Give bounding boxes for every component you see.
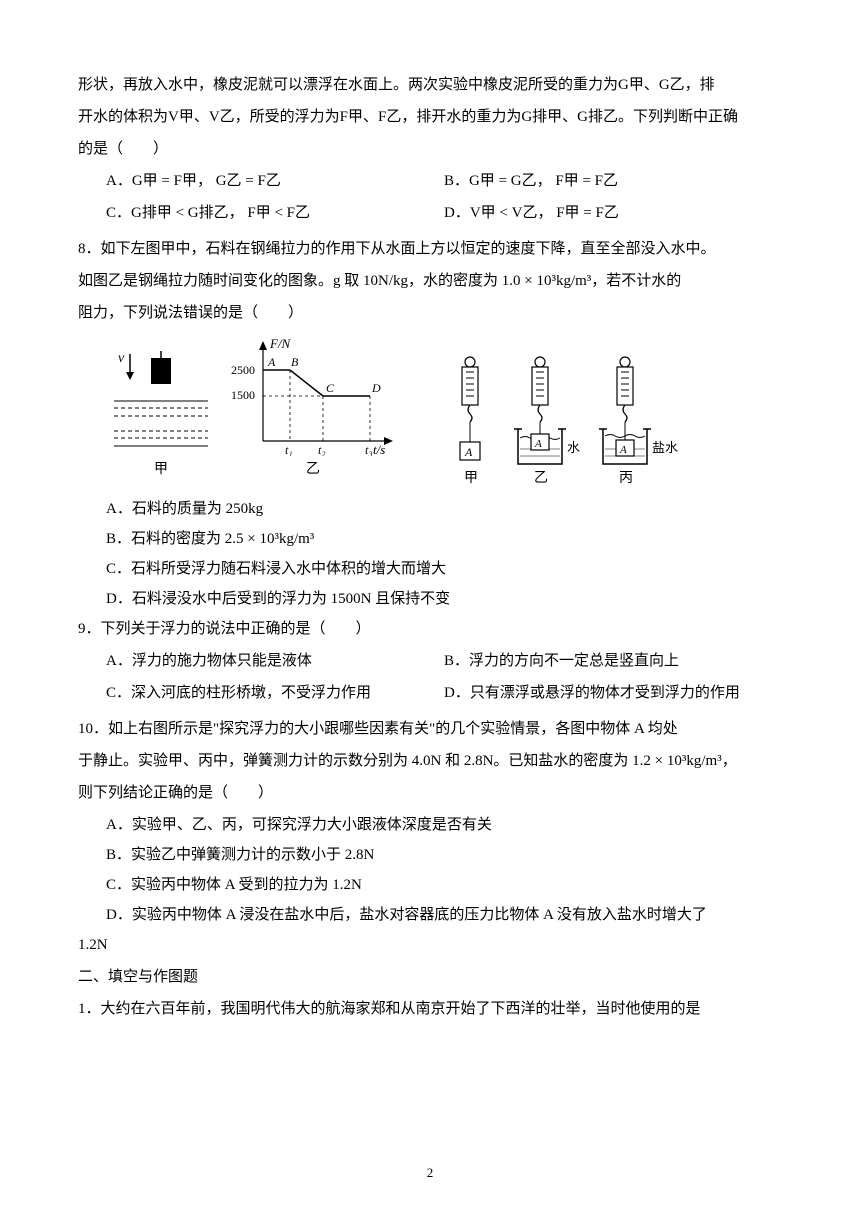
q7-option-c: C．G排甲 < G排乙， F甲 < F乙: [106, 198, 444, 228]
figure-jia-label: 甲: [154, 456, 168, 484]
q8-line1: 8．如下左图甲中，石料在钢绳拉力的作用下从水面上方以恒定的速度下降，直至全部没入…: [78, 234, 782, 264]
svg-text:A: A: [619, 444, 627, 456]
svg-text:A: A: [534, 438, 542, 450]
q8-line2: 如图乙是钢绳拉力随时间变化的图象。g 取 10N/kg，水的密度为 1.0 × …: [78, 266, 782, 296]
svg-text:盐水: 盐水: [652, 440, 678, 455]
q10-line1: 10．如上右图所示是"探究浮力的大小跟哪些因素有关"的几个实验情景，各图中物体 …: [78, 714, 782, 744]
q7-option-b: B．G甲 = G乙， F甲 = F乙: [444, 166, 782, 196]
page-number: 2: [427, 1160, 434, 1186]
q9-option-a: A．浮力的施力物体只能是液体: [106, 646, 444, 676]
svg-text:C: C: [326, 381, 335, 395]
q8-option-c: C．石料所受浮力随石料浸入水中体积的增大而增大: [78, 554, 782, 584]
figure-yi-svg: F/N t/s 2500 1500 A B C D t₁ t₂ t₃: [228, 336, 398, 456]
svg-text:t₃: t₃: [365, 443, 373, 456]
q7-intro-line3: 的是（ ）: [78, 134, 782, 164]
svg-text:F/N: F/N: [269, 336, 292, 351]
q7-options: A．G甲 = F甲， G乙 = F乙 B．G甲 = G乙， F甲 = F乙 C．…: [78, 166, 782, 230]
svg-text:v: v: [118, 351, 125, 366]
q8-line3: 阻力，下列说法错误的是（ ）: [78, 298, 782, 328]
q10-option-b: B．实验乙中弹簧测力计的示数小于 2.8N: [78, 840, 782, 870]
q9-option-d: D．只有漂浮或悬浮的物体才受到浮力的作用: [444, 678, 782, 708]
svg-text:t₂: t₂: [318, 443, 326, 456]
section-2-title: 二、填空与作图题: [78, 962, 782, 992]
svg-text:乙: 乙: [534, 470, 548, 484]
q7-option-a: A．G甲 = F甲， G乙 = F乙: [106, 166, 444, 196]
svg-text:丙: 丙: [619, 471, 633, 484]
q10-line3: 则下列结论正确的是（ ）: [78, 778, 782, 808]
q8-option-b: B．石料的密度为 2.5 × 10³kg/m³: [78, 524, 782, 554]
figure-row: v 甲 F/N t/s 2500 1500: [78, 336, 782, 484]
svg-text:t₁: t₁: [285, 443, 293, 456]
q10-option-a: A．实验甲、乙、丙，可探究浮力大小跟液体深度是否有关: [78, 810, 782, 840]
svg-text:B: B: [291, 355, 299, 369]
q9-option-b: B．浮力的方向不一定总是竖直向上: [444, 646, 782, 676]
q10-option-c: C．实验丙中物体 A 受到的拉力为 1.2N: [78, 870, 782, 900]
svg-text:2500: 2500: [231, 363, 255, 377]
q8-option-d: D．石料浸没水中后受到的浮力为 1500N 且保持不变: [78, 584, 782, 614]
q8-option-a: A．石料的质量为 250kg: [78, 494, 782, 524]
figure-right: A A: [430, 354, 680, 484]
svg-text:A: A: [267, 355, 276, 369]
svg-text:t/s: t/s: [373, 442, 385, 456]
figure-jia: v 甲: [106, 346, 216, 484]
figure-jia-svg: v: [106, 346, 216, 456]
svg-text:水: 水: [567, 440, 580, 455]
q9-options: A．浮力的施力物体只能是液体 B．浮力的方向不一定总是竖直向上 C．深入河底的柱…: [78, 646, 782, 710]
q7-intro-line1: 形状，再放入水中，橡皮泥就可以漂浮在水面上。两次实验中橡皮泥所受的重力为G甲、G…: [78, 70, 782, 100]
q10-line2: 于静止。实验甲、丙中，弹簧测力计的示数分别为 4.0N 和 2.8N。已知盐水的…: [78, 746, 782, 776]
svg-text:D: D: [371, 381, 381, 395]
q7-intro-line2: 开水的体积为V甲、V乙，所受的浮力为F甲、F乙，排开水的重力为G排甲、G排乙。下…: [78, 102, 782, 132]
figure-yi: F/N t/s 2500 1500 A B C D t₁ t₂ t₃ 乙: [228, 336, 398, 484]
figure-yi-label: 乙: [306, 456, 320, 484]
svg-text:1500: 1500: [231, 388, 255, 402]
fill-q1: 1．大约在六百年前，我国明代伟大的航海家郑和从南京开始了下西洋的壮举，当时他使用…: [78, 994, 782, 1024]
figure-right-svg: A A: [430, 354, 680, 484]
q9-option-c: C．深入河底的柱形桥墩，不受浮力作用: [106, 678, 444, 708]
svg-text:甲: 甲: [464, 471, 478, 484]
q10-tail: 1.2N: [78, 930, 782, 960]
q7-option-d: D．V甲 < V乙， F甲 = F乙: [444, 198, 782, 228]
q9-stem: 9．下列关于浮力的说法中正确的是（ ）: [78, 614, 782, 644]
svg-text:A: A: [464, 445, 473, 459]
q10-option-d: D．实验丙中物体 A 浸没在盐水中后，盐水对容器底的压力比物体 A 没有放入盐水…: [78, 900, 782, 930]
